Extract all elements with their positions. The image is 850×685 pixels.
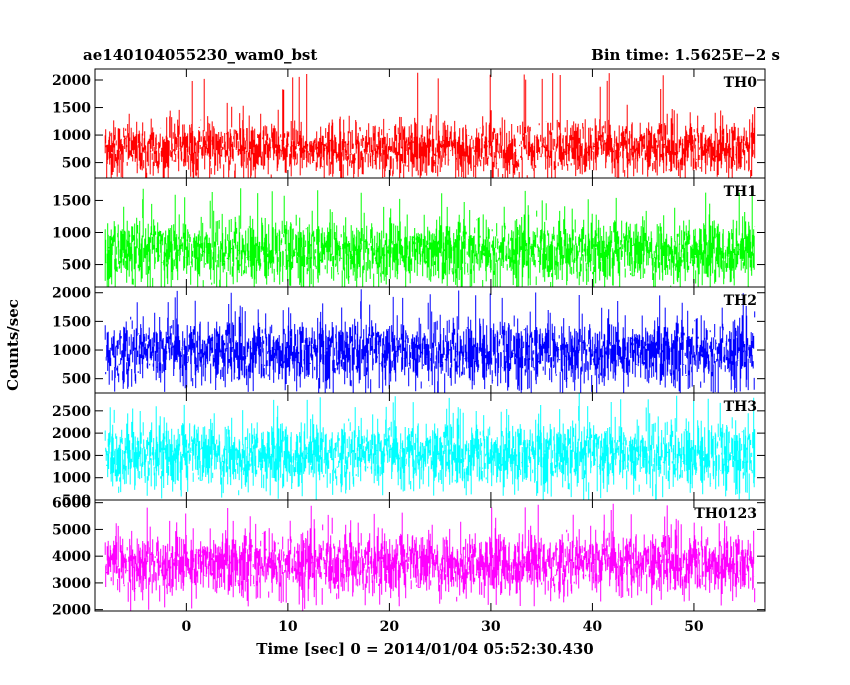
y-tick-label: 1500 <box>52 193 91 209</box>
y-tick-label: 2000 <box>52 286 91 302</box>
y-tick-label: 500 <box>62 493 91 509</box>
x-tick-label: 10 <box>278 619 298 635</box>
y-tick-label: 1000 <box>52 226 91 242</box>
y-tick-label: 6000 <box>52 496 91 512</box>
x-tick-label: 30 <box>481 619 501 635</box>
y-tick-label: 500 <box>62 258 91 274</box>
series-th3 <box>104 393 756 500</box>
x-axis-label: Time [sec] 0 = 2014/01/04 05:52:30.430 <box>256 640 593 658</box>
panel-th0123: 2000 3000 4000 5000 6000 TH0123 <box>52 496 766 619</box>
series-th0 <box>104 72 756 178</box>
y-tick-label: 2500 <box>52 404 91 420</box>
y-tick-label: 2000 <box>52 73 91 89</box>
x-tick-label: 40 <box>583 619 603 635</box>
panel-th0: 500 1000 1500 2000 TH0 <box>52 68 766 179</box>
y-tick-label: 1500 <box>52 101 91 117</box>
chart-title-right: Bin time: 1.5625E−2 s <box>591 46 780 64</box>
series-th1 <box>104 188 756 287</box>
y-tick-label: 1500 <box>52 448 91 464</box>
panel-th2: 500 1000 1500 2000 TH2 <box>52 286 766 394</box>
series-th2 <box>104 289 756 393</box>
panel-label-th2: TH2 <box>724 293 757 309</box>
y-tick-label: 2000 <box>52 426 91 442</box>
y-tick-label: 1000 <box>52 471 91 487</box>
y-tick-label: 1000 <box>52 128 91 144</box>
y-tick-label: 2000 <box>52 603 91 619</box>
y-tick-label: 500 <box>62 372 91 388</box>
y-tick-label: 1500 <box>52 314 91 330</box>
y-tick-label: 3000 <box>52 576 91 592</box>
panel-frame <box>94 499 766 612</box>
y-tick-label: 4000 <box>52 549 91 565</box>
panel-label-th0: TH0 <box>724 75 758 91</box>
x-tick-label: 20 <box>380 619 400 635</box>
y-axis-label: Counts/sec <box>4 299 22 391</box>
panel-label-th1: TH1 <box>724 184 757 200</box>
panel-th3: 500 1000 1500 2000 2500 TH3 <box>52 392 766 509</box>
panel-label-th0123: TH0123 <box>694 506 757 522</box>
chart-title-left: ae140104055230_wam0_bst <box>83 46 317 64</box>
x-tick-label: 50 <box>684 619 704 635</box>
series-th0123 <box>104 503 756 611</box>
panel-label-th3: TH3 <box>724 399 757 415</box>
x-tick-label: 0 <box>181 619 191 635</box>
y-tick-label: 1000 <box>52 343 91 359</box>
panel-th1: 500 1000 1500 TH1 <box>52 177 766 288</box>
y-tick-label: 5000 <box>52 522 91 538</box>
y-tick-label: 500 <box>62 156 91 172</box>
